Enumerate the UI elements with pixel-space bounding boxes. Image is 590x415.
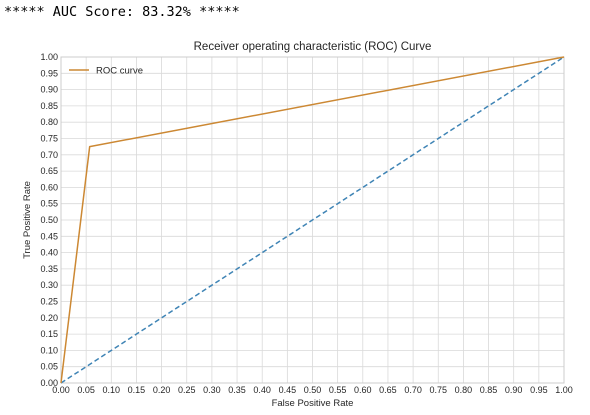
y-tick-label: 1.00 [40,52,58,62]
x-tick-label: 0.40 [253,385,271,395]
x-tick-label: 0.30 [203,385,221,395]
x-tick-label: 0.60 [354,385,372,395]
y-axis-ticks: 0.00 0.05 0.10 0.15 0.20 0.25 0.30 0.35 0.40 0.45… [40,52,58,388]
y-tick-label: 0.95 [40,68,58,78]
x-axis-label: False Positive Rate [272,398,354,409]
y-tick-label: 0.50 [40,215,58,225]
x-tick-label: 0.75 [429,385,447,395]
x-tick-label: 0.45 [279,385,297,395]
y-tick-label: 0.70 [40,150,58,160]
y-tick-label: 0.45 [40,231,58,241]
y-tick-label: 0.05 [40,362,58,372]
x-axis-ticks: 0.00 0.05 0.10 0.15 0.20 0.25 0.30 0.35 0.40 0.45… [52,385,573,395]
y-tick-label: 0.30 [40,280,58,290]
y-tick-label: 0.35 [40,264,58,274]
roc-curve-line [60,56,565,384]
x-tick-label: 0.95 [530,385,548,395]
x-tick-label: 0.15 [128,385,146,395]
y-tick-label: 0.65 [40,166,58,176]
series-layer [60,56,565,384]
x-tick-label: 0.55 [329,385,347,395]
legend-entry: ROC curve [96,66,143,77]
x-tick-label: 0.20 [153,385,171,395]
y-tick-label: 0.60 [40,182,58,192]
y-tick-label: 0.00 [40,378,58,388]
y-tick-label: 0.15 [40,329,58,339]
x-tick-label: 0.90 [505,385,523,395]
y-axis-label: True Positive Rate [22,181,33,259]
y-tick-label: 0.10 [40,345,58,355]
x-tick-label: 0.85 [480,385,498,395]
x-tick-label: 0.05 [77,385,95,395]
axes-border [60,56,565,384]
x-tick-label: 0.00 [52,385,70,395]
auc-score-output: ***** AUC Score: 83.32% ***** [4,4,240,20]
axes-frame [60,56,565,384]
y-tick-label: 0.40 [40,248,58,258]
x-tick-label: 0.50 [304,385,322,395]
y-tick-label: 0.75 [40,134,58,144]
legend: ROC curve [69,66,143,77]
y-tick-label: 0.90 [40,85,58,95]
grid-lines [60,56,565,384]
diagonal-reference-line [60,56,565,384]
x-tick-label: 1.00 [555,385,573,395]
x-tick-label: 0.35 [228,385,246,395]
x-tick-label: 0.65 [379,385,397,395]
y-tick-label: 0.80 [40,117,58,127]
x-tick-label: 0.70 [404,385,422,395]
y-tick-label: 0.55 [40,199,58,209]
y-tick-label: 0.20 [40,313,58,323]
y-tick-label: 0.85 [40,101,58,111]
x-tick-label: 0.10 [103,385,121,395]
x-tick-label: 0.25 [178,385,196,395]
x-tick-label: 0.80 [455,385,473,395]
y-tick-label: 0.25 [40,297,58,307]
chart-title: Receiver operating characteristic (ROC) … [194,41,432,53]
